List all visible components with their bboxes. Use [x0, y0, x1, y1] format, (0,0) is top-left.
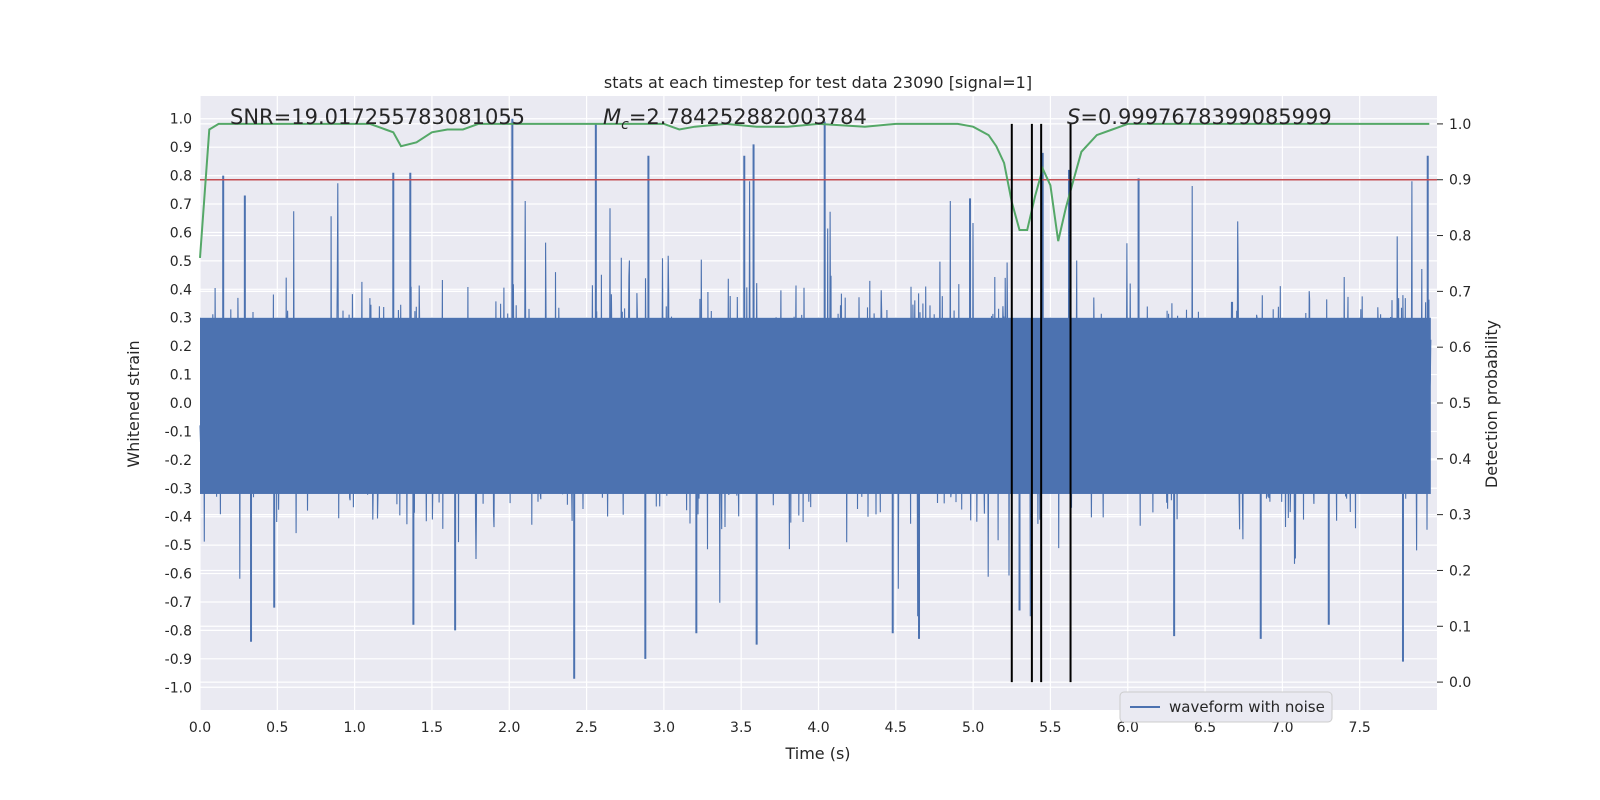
x-tick-label: 7.0	[1271, 720, 1293, 736]
x-axis-ticks: 0.0 0.5 1.0 1.5 2.0 2.5 3.0 3.5 4.0 4.5 5.0 5.5 6.0 6…	[189, 720, 1371, 736]
waveform-core	[200, 317, 1431, 494]
x-tick-label: 1.0	[343, 720, 365, 736]
y-left-tick-label: 0.5	[170, 254, 192, 270]
y-right-tick-label: 0.7	[1449, 284, 1471, 300]
y-right-tick-label: 0.4	[1449, 452, 1471, 468]
probability-series	[199, 122, 1430, 258]
x-tick-label: 2.5	[575, 720, 597, 736]
y-left-tick-label: 0.2	[170, 339, 192, 355]
x-tick-label: 0.0	[189, 720, 211, 736]
snr-annotation: SNR=19.017255783081055	[230, 105, 525, 129]
x-tick-label: 1.5	[421, 720, 443, 736]
score-annotation: S=0.9997678399085999	[1067, 105, 1332, 129]
legend: waveform with noise	[1119, 691, 1333, 723]
x-tick-label: 7.5	[1349, 720, 1371, 736]
x-tick-label: 5.0	[962, 720, 984, 736]
y-axis-right-ticks: 1.0 0.9 0.8 0.7 0.6 0.5 0.4 0.3 0.2 0.1 0.0	[1437, 117, 1471, 691]
x-tick-label: 6.0	[1117, 720, 1139, 736]
y-right-tick-label: 0.8	[1449, 229, 1471, 245]
y-right-tick-label: 0.6	[1449, 340, 1471, 356]
y-left-tick-label: -1.0	[165, 680, 192, 696]
chart-title: stats at each timestep for test data 230…	[604, 73, 1032, 92]
y-right-tick-label: 0.2	[1449, 563, 1471, 579]
x-tick-label: 0.5	[266, 720, 288, 736]
legend-box	[1119, 691, 1333, 723]
y-left-tick-label: -0.3	[165, 481, 192, 497]
y-left-tick-label: -0.6	[165, 567, 192, 583]
y-left-tick-label: -0.1	[165, 424, 192, 440]
x-tick-label: 6.5	[1194, 720, 1216, 736]
y-right-tick-label: 0.0	[1449, 675, 1471, 691]
y-left-tick-label: 0.6	[170, 225, 192, 241]
y-axis-left-label: Whitened strain	[124, 340, 143, 467]
probability-line	[199, 122, 1430, 258]
y-left-tick-label: -0.7	[165, 595, 192, 611]
y-axis-right-label: Detection probability	[1482, 320, 1501, 488]
vertical-markers	[1010, 123, 1072, 683]
y-left-tick-label: -0.9	[165, 652, 192, 668]
chirp-mass-annotation: Mc=2.784252882003784	[603, 105, 867, 133]
x-axis-label: Time (s)	[784, 744, 850, 763]
y-left-tick-label: 0.3	[170, 311, 192, 327]
y-left-tick-label: 0.4	[170, 282, 192, 298]
waveform-series	[199, 118, 1432, 679]
x-tick-label: 5.5	[1039, 720, 1061, 736]
y-left-tick-label: -0.2	[165, 453, 192, 469]
y-right-tick-label: 0.1	[1449, 619, 1471, 635]
y-left-tick-label: -0.4	[165, 510, 192, 526]
y-left-tick-label: 1.0	[170, 112, 192, 128]
x-tick-label: 4.5	[885, 720, 907, 736]
y-right-tick-label: 0.5	[1449, 396, 1471, 412]
y-left-tick-label: -0.5	[165, 538, 192, 554]
y-left-tick-label: 0.7	[170, 197, 192, 213]
y-left-tick-label: 0.1	[170, 368, 192, 384]
y-left-tick-label: 0.8	[170, 169, 192, 185]
y-left-tick-label: -0.8	[165, 623, 192, 639]
x-tick-label: 2.0	[498, 720, 520, 736]
y-right-tick-label: 1.0	[1449, 117, 1471, 133]
x-tick-label: 3.5	[730, 720, 752, 736]
legend-label: waveform with noise	[1169, 698, 1325, 716]
x-tick-label: 4.0	[807, 720, 829, 736]
y-right-tick-label: 0.3	[1449, 508, 1471, 524]
y-right-tick-label: 0.9	[1449, 173, 1471, 189]
y-left-tick-label: 0.0	[170, 396, 192, 412]
x-tick-label: 3.0	[653, 720, 675, 736]
y-left-tick-label: 0.9	[170, 140, 192, 156]
y-axis-left-ticks: 1.0 0.9 0.8 0.7 0.6 0.5 0.4 0.3 0.2 0.1 0.0 -0.1 -0.…	[165, 112, 192, 697]
